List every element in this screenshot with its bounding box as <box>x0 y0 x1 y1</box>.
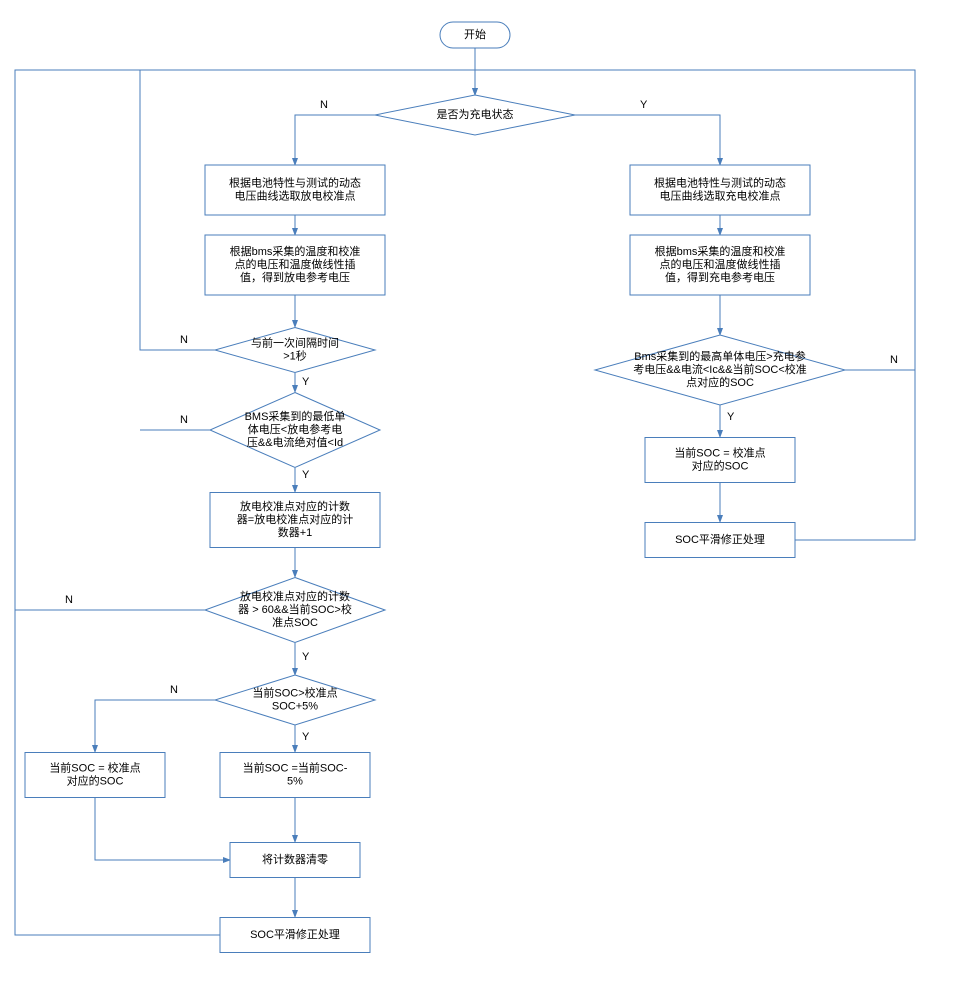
node-l_p6: SOC平滑修正处理 <box>220 918 370 953</box>
node-l_d4: 当前SOC>校准点SOC+5% <box>215 675 375 725</box>
flow-edge <box>95 700 215 752</box>
node-l_p4a: 当前SOC =当前SOC-5% <box>220 753 370 798</box>
edge-label: Y <box>640 99 648 111</box>
node-text: 准点SOC <box>272 616 318 629</box>
node-text: 体电压<放电参考电 <box>248 422 342 436</box>
edge-label: Y <box>302 731 310 743</box>
node-text: 根据bms采集的温度和校准 <box>655 244 786 258</box>
flow-edge <box>575 115 720 165</box>
edge-label: N <box>320 99 328 111</box>
node-text: 5% <box>287 775 303 787</box>
node-text: 将计数器清零 <box>262 853 328 866</box>
edge-label: N <box>65 594 73 606</box>
node-text: 点对应的SOC <box>686 375 754 389</box>
flowchart-canvas: NYYYYYNNNNYN开始是否为充电状态根据电池特性与测试的动态电压曲线选取放… <box>0 0 965 1000</box>
node-text: 当前SOC = 校准点 <box>674 445 765 459</box>
edge-label: Y <box>727 411 735 423</box>
node-text: Bms采集到的最高单体电压>充电参 <box>634 349 805 363</box>
node-text: 数器+1 <box>278 526 313 539</box>
node-text: 点的电压和温度做线性插 <box>235 257 356 271</box>
edge-label: Y <box>302 469 310 481</box>
node-l_p2: 根据bms采集的温度和校准点的电压和温度做线性插值，得到放电参考电压 <box>205 235 385 295</box>
flow-edge <box>295 115 375 165</box>
node-text: 器 > 60&&当前SOC>校 <box>238 602 352 616</box>
node-text: 对应的SOC <box>692 458 749 472</box>
node-l_p1: 根据电池特性与测试的动态电压曲线选取放电校准点 <box>205 165 385 215</box>
edge-label: N <box>890 354 898 366</box>
node-text: 考电压&&电流<Ic&&当前SOC<校准 <box>633 362 807 376</box>
node-text: 对应的SOC <box>67 773 124 787</box>
node-r_d1: Bms采集到的最高单体电压>充电参考电压&&电流<Ic&&当前SOC<校准点对应… <box>595 335 845 405</box>
node-l_d3: 放电校准点对应的计数器 > 60&&当前SOC>校准点SOC <box>205 578 385 643</box>
node-text: BMS采集到的最低单 <box>245 409 346 423</box>
node-text: 当前SOC =当前SOC- <box>243 760 348 774</box>
edge-label: N <box>180 414 188 426</box>
node-l_p4b: 当前SOC = 校准点对应的SOC <box>25 753 165 798</box>
node-text: SOC平滑修正处理 <box>675 532 765 546</box>
node-l_p3: 放电校准点对应的计数器=放电校准点对应的计数器+1 <box>210 493 380 548</box>
edge-label: N <box>180 334 188 346</box>
node-text: 点的电压和温度做线性插 <box>660 257 781 271</box>
node-text: 根据bms采集的温度和校准 <box>230 244 361 258</box>
node-text: 开始 <box>464 27 486 41</box>
flow-edge <box>95 798 230 860</box>
node-text: SOC+5% <box>272 700 318 712</box>
node-text: 放电校准点对应的计数 <box>240 499 350 513</box>
node-l_p5: 将计数器清零 <box>230 843 360 878</box>
node-text: 值，得到放电参考电压 <box>240 270 350 284</box>
node-start: 开始 <box>440 22 510 48</box>
node-d_charge: 是否为充电状态 <box>375 95 575 135</box>
node-text: 电压曲线选取放电校准点 <box>235 188 356 202</box>
node-text: 当前SOC>校准点 <box>252 685 337 699</box>
node-text: 器=放电校准点对应的计 <box>237 512 353 526</box>
node-r_p3: 当前SOC = 校准点对应的SOC <box>645 438 795 483</box>
node-text: 值，得到充电参考电压 <box>665 270 775 284</box>
node-text: 压&&电流绝对值<Id <box>247 435 343 449</box>
node-text: 放电校准点对应的计数 <box>240 589 350 603</box>
node-text: 当前SOC = 校准点 <box>49 760 140 774</box>
node-text: >1秒 <box>283 348 307 362</box>
flow-edge <box>15 70 205 610</box>
node-text: 与前一次间隔时间 <box>251 335 339 349</box>
node-r_p2: 根据bms采集的温度和校准点的电压和温度做线性插值，得到充电参考电压 <box>630 235 810 295</box>
edge-label: N <box>170 684 178 696</box>
node-r_p4: SOC平滑修正处理 <box>645 523 795 558</box>
edge-label: Y <box>302 651 310 663</box>
node-l_d1: 与前一次间隔时间>1秒 <box>215 328 375 373</box>
flow-edge <box>795 370 915 540</box>
node-text: 是否为充电状态 <box>437 107 514 121</box>
node-l_d2: BMS采集到的最低单体电压<放电参考电压&&电流绝对值<Id <box>210 393 380 468</box>
edge-label: Y <box>302 376 310 388</box>
node-r_p1: 根据电池特性与测试的动态电压曲线选取充电校准点 <box>630 165 810 215</box>
node-text: 根据电池特性与测试的动态 <box>654 175 786 189</box>
node-text: SOC平滑修正处理 <box>250 927 340 941</box>
node-text: 电压曲线选取充电校准点 <box>660 188 781 202</box>
node-text: 根据电池特性与测试的动态 <box>229 175 361 189</box>
